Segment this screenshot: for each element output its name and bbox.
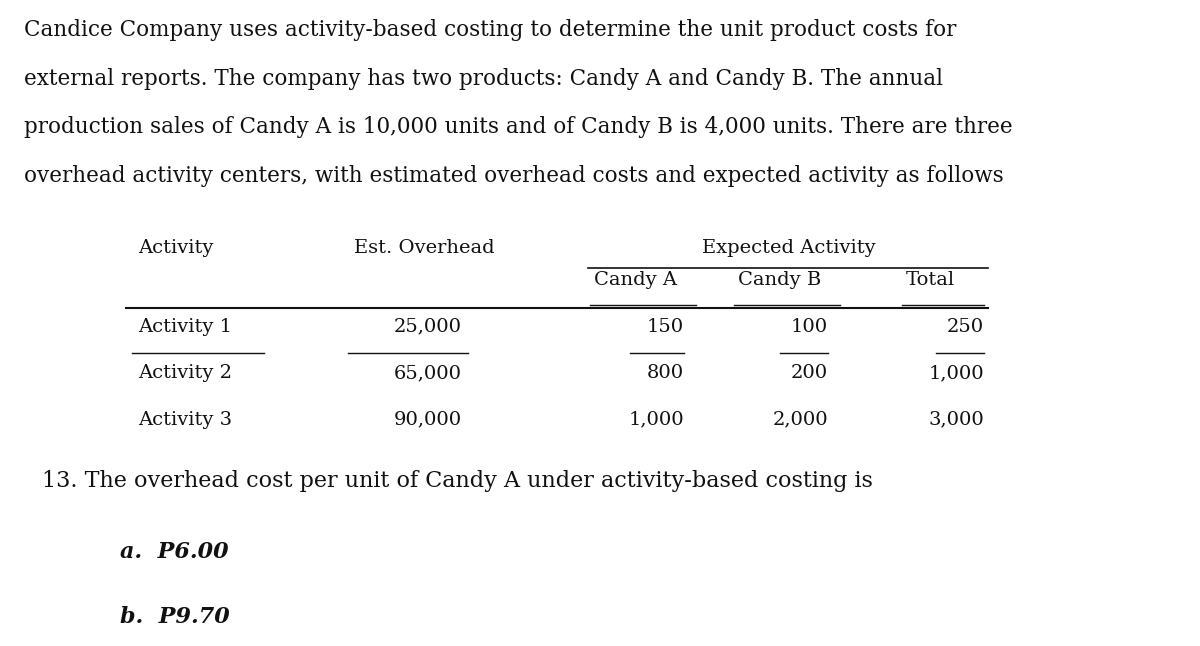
Text: Activity 2: Activity 2: [138, 364, 232, 382]
Text: Candice Company uses activity-based costing to determine the unit product costs : Candice Company uses activity-based cost…: [24, 19, 956, 41]
Text: 2,000: 2,000: [773, 411, 828, 429]
Text: 13. The overhead cost per unit of Candy A under activity-based costing is: 13. The overhead cost per unit of Candy …: [42, 470, 872, 492]
Text: 100: 100: [791, 318, 828, 336]
Text: Est. Overhead: Est. Overhead: [354, 239, 494, 257]
Text: 800: 800: [647, 364, 684, 382]
Text: Activity 1: Activity 1: [138, 318, 232, 336]
Text: 90,000: 90,000: [394, 411, 462, 429]
Text: 65,000: 65,000: [394, 364, 462, 382]
Text: b.  P9.70: b. P9.70: [120, 606, 229, 628]
Text: 25,000: 25,000: [394, 318, 462, 336]
Text: overhead activity centers, with estimated overhead costs and expected activity a: overhead activity centers, with estimate…: [24, 165, 1003, 187]
Text: 200: 200: [791, 364, 828, 382]
Text: Activity 3: Activity 3: [138, 411, 232, 429]
Text: 250: 250: [947, 318, 984, 336]
Text: 1,000: 1,000: [929, 364, 984, 382]
Text: 3,000: 3,000: [929, 411, 984, 429]
Text: external reports. The company has two products: Candy A and Candy B. The annual: external reports. The company has two pr…: [24, 68, 943, 90]
Text: Activity: Activity: [138, 239, 214, 257]
Text: a.  P6.00: a. P6.00: [120, 541, 229, 563]
Text: Total: Total: [906, 271, 955, 289]
Text: Candy A: Candy A: [594, 271, 677, 289]
Text: production sales of Candy A is 10,000 units and of Candy B is 4,000 units. There: production sales of Candy A is 10,000 un…: [24, 116, 1013, 138]
Text: 150: 150: [647, 318, 684, 336]
Text: 1,000: 1,000: [629, 411, 684, 429]
Text: Candy B: Candy B: [738, 271, 821, 289]
Text: Expected Activity: Expected Activity: [702, 239, 876, 257]
